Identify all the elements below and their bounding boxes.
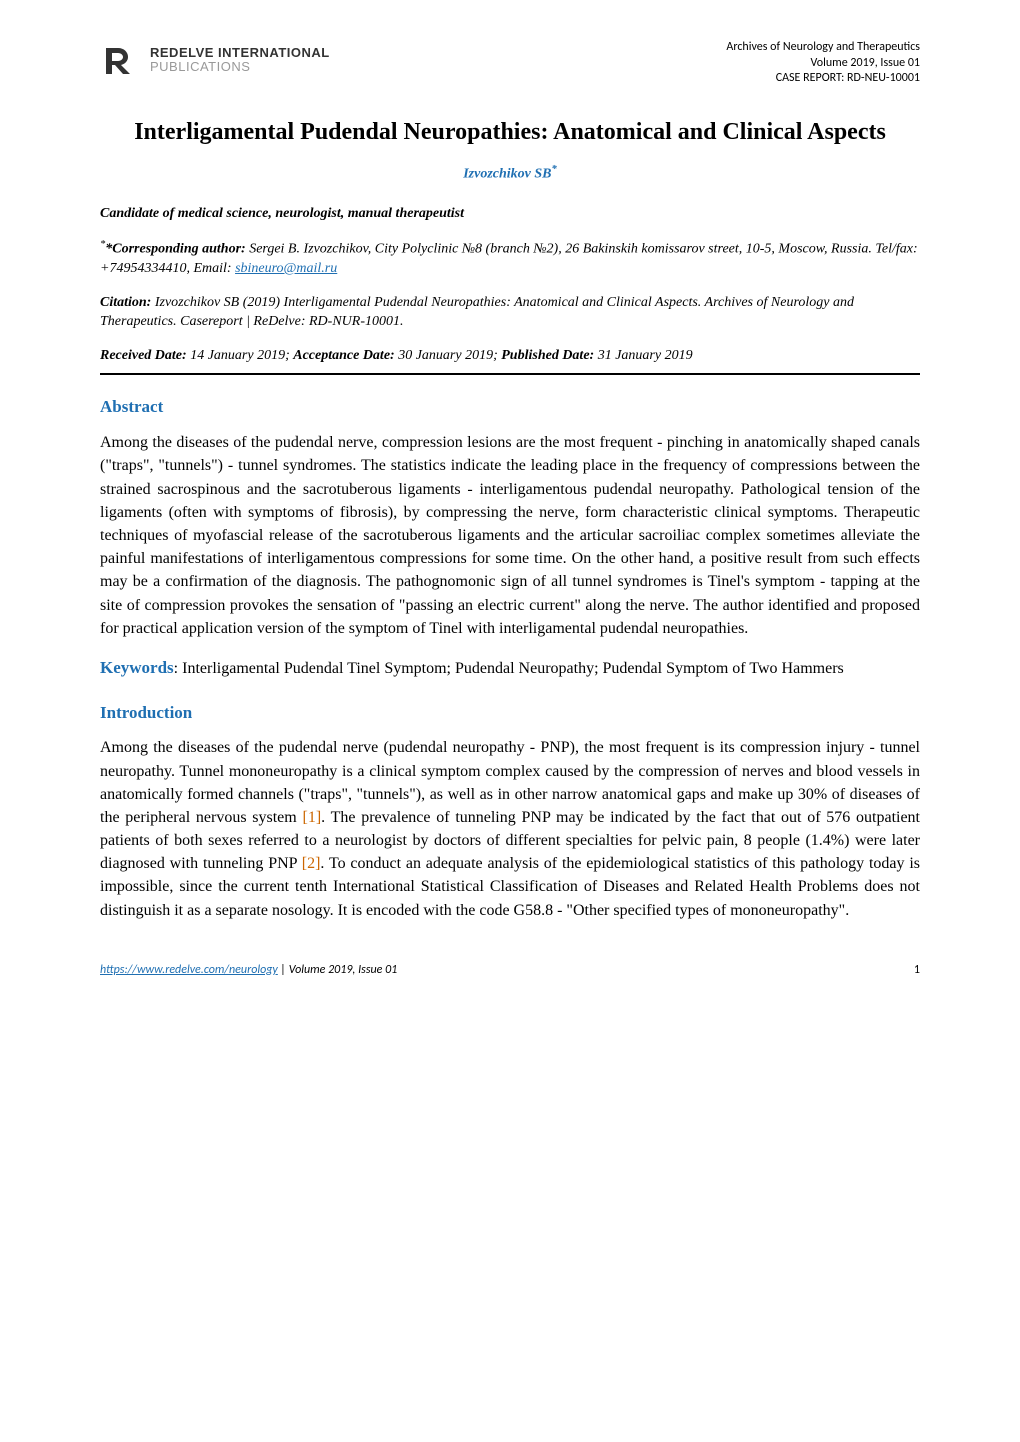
logo-icon	[100, 40, 140, 80]
author-name: Izvozchikov SB	[463, 167, 551, 182]
author-sup: *	[552, 164, 557, 175]
ref-2: [2]	[302, 855, 321, 872]
divider	[100, 373, 920, 375]
introduction-heading: Introduction	[100, 701, 920, 725]
article-title: Interligamental Pudendal Neuropathies: A…	[100, 117, 920, 148]
page-number: 1	[914, 962, 920, 979]
corresponding-author: **Corresponding author: Sergei B. Izvozc…	[100, 238, 920, 279]
footer-link[interactable]: https://www.redelve.com/neurology	[100, 963, 278, 977]
volume-issue: Volume 2019, Issue 01	[726, 56, 920, 72]
header-row: REDELVE INTERNATIONAL PUBLICATIONS Archi…	[100, 40, 920, 87]
acceptance-label: Acceptance Date:	[293, 348, 394, 363]
dates-line: Received Date: 14 January 2019; Acceptan…	[100, 346, 920, 366]
abstract-body: Among the diseases of the pudendal nerve…	[100, 431, 920, 640]
citation-block: Citation: Izvozchikov SB (2019) Interlig…	[100, 293, 920, 332]
citation-label: Citation:	[100, 295, 151, 310]
ref-1: [1]	[302, 809, 321, 826]
keywords-text: : Interligamental Pudendal Tinel Symptom…	[174, 660, 844, 677]
email-link[interactable]: sbineuro@mail.ru	[235, 261, 337, 276]
footer: https://www.redelve.com/neurology | Volu…	[100, 962, 920, 979]
published-date: 31 January 2019	[594, 348, 692, 363]
author-line: Izvozchikov SB*	[100, 163, 920, 184]
received-date: 14 January 2019;	[187, 348, 294, 363]
footer-left: https://www.redelve.com/neurology | Volu…	[100, 962, 397, 979]
acceptance-date: 30 January 2019;	[395, 348, 502, 363]
journal-name: Archives of Neurology and Therapeutics	[726, 40, 920, 56]
received-label: Received Date:	[100, 348, 187, 363]
introduction-body: Among the diseases of the pudendal nerve…	[100, 736, 920, 922]
affiliation: Candidate of medical science, neurologis…	[100, 204, 920, 224]
published-label: Published Date:	[501, 348, 594, 363]
logo-line1: REDELVE INTERNATIONAL	[150, 46, 330, 60]
logo-block: REDELVE INTERNATIONAL PUBLICATIONS	[100, 40, 330, 80]
keywords-label: Keywords	[100, 658, 174, 677]
footer-rest: | Volume 2019, Issue 01	[281, 963, 398, 977]
citation-text: Izvozchikov SB (2019) Interligamental Pu…	[100, 295, 854, 330]
logo-text: REDELVE INTERNATIONAL PUBLICATIONS	[150, 46, 330, 75]
header-meta: Archives of Neurology and Therapeutics V…	[726, 40, 920, 87]
corresponding-label: *Corresponding author:	[105, 241, 245, 256]
report-type: CASE REPORT: RD-NEU-10001	[726, 71, 920, 87]
logo-line2: PUBLICATIONS	[150, 60, 330, 74]
keywords-line: Keywords: Interligamental Pudendal Tinel…	[100, 656, 920, 681]
abstract-heading: Abstract	[100, 395, 920, 419]
